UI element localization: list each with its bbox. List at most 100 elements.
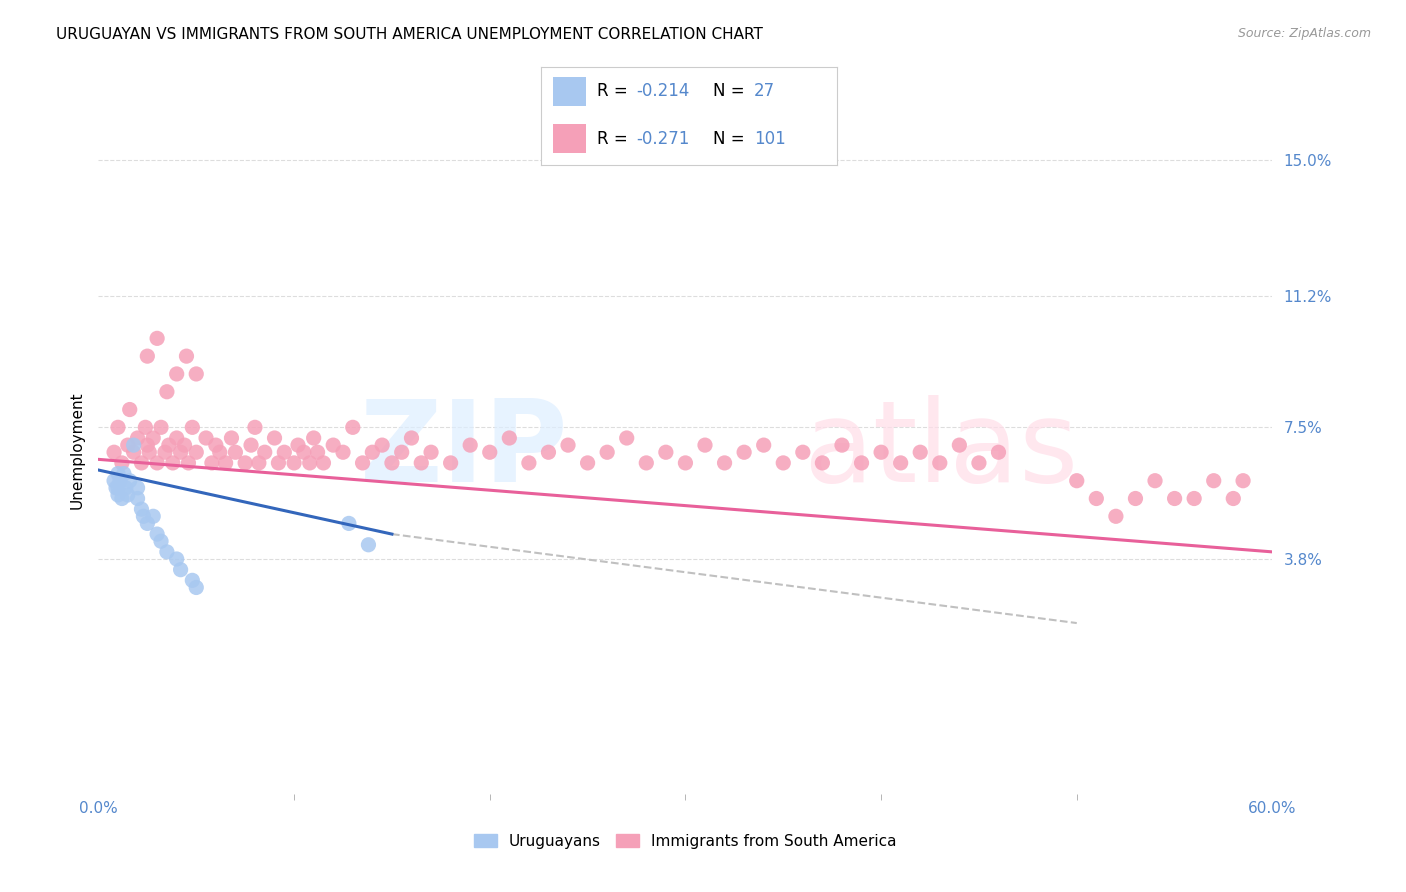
Point — [498, 431, 520, 445]
Point — [142, 431, 165, 445]
Point — [361, 445, 384, 459]
Legend: Uruguayans, Immigrants from South America: Uruguayans, Immigrants from South Americ… — [468, 828, 903, 855]
Point — [1066, 474, 1088, 488]
Point — [636, 456, 658, 470]
Point — [352, 456, 374, 470]
Point — [870, 445, 893, 459]
Point — [122, 438, 145, 452]
Point — [208, 445, 231, 459]
Point — [181, 574, 204, 588]
Point — [458, 438, 481, 452]
Point — [186, 581, 208, 595]
Y-axis label: Unemployment: Unemployment — [69, 392, 84, 509]
Point — [1182, 491, 1205, 506]
Point — [616, 431, 638, 445]
Point — [693, 438, 716, 452]
Point — [166, 552, 188, 566]
Point — [253, 445, 276, 459]
Point — [117, 438, 139, 452]
Point — [772, 456, 794, 470]
Point — [928, 456, 950, 470]
Point — [1232, 474, 1254, 488]
Point — [114, 481, 136, 495]
Point — [357, 538, 380, 552]
Point — [243, 420, 266, 434]
Point — [169, 445, 191, 459]
Point — [150, 420, 173, 434]
Point — [267, 456, 290, 470]
Point — [127, 481, 149, 495]
Point — [153, 445, 176, 459]
Point — [146, 456, 169, 470]
Text: atlas: atlas — [803, 395, 1078, 506]
Point — [967, 456, 990, 470]
Point — [517, 456, 540, 470]
Point — [439, 456, 461, 470]
Point — [910, 445, 932, 459]
Point — [177, 456, 200, 470]
Point — [186, 445, 208, 459]
Point — [283, 456, 305, 470]
Point — [107, 481, 129, 495]
Point — [166, 367, 188, 381]
Point — [1105, 509, 1128, 524]
Point — [733, 445, 755, 459]
Point — [233, 456, 256, 470]
Point — [298, 456, 321, 470]
Point — [111, 491, 134, 506]
Point — [107, 488, 129, 502]
Point — [302, 431, 325, 445]
Text: N =: N = — [713, 82, 749, 101]
Point — [337, 516, 360, 531]
Point — [111, 456, 134, 470]
Text: R =: R = — [598, 129, 634, 147]
Point — [118, 402, 141, 417]
Point — [576, 456, 599, 470]
Point — [322, 438, 344, 452]
Point — [162, 456, 184, 470]
Point — [1125, 491, 1147, 506]
Point — [166, 431, 188, 445]
Point — [186, 367, 208, 381]
Point — [247, 456, 270, 470]
Point — [195, 431, 218, 445]
Text: R =: R = — [598, 82, 634, 101]
Point — [831, 438, 853, 452]
Point — [713, 456, 735, 470]
Point — [420, 445, 443, 459]
Point — [221, 431, 243, 445]
Bar — [553, 124, 586, 153]
Point — [150, 534, 173, 549]
Point — [157, 438, 180, 452]
Point — [134, 420, 156, 434]
Point — [117, 488, 139, 502]
Point — [287, 438, 309, 452]
Point — [156, 384, 179, 399]
Bar — [553, 77, 586, 106]
Point — [1085, 491, 1108, 506]
Point — [181, 420, 204, 434]
Point — [136, 438, 159, 452]
Point — [156, 545, 179, 559]
Point — [107, 467, 129, 481]
Text: 27: 27 — [754, 82, 775, 101]
Point — [169, 563, 191, 577]
Point — [263, 431, 285, 445]
Point — [136, 516, 159, 531]
Point — [136, 349, 159, 363]
Point — [1222, 491, 1244, 506]
Text: -0.271: -0.271 — [636, 129, 689, 147]
Point — [108, 474, 131, 488]
Point — [411, 456, 433, 470]
Point — [675, 456, 697, 470]
Point — [987, 445, 1010, 459]
Point — [1144, 474, 1167, 488]
Point — [1163, 491, 1185, 506]
Point — [478, 445, 501, 459]
Point — [132, 509, 155, 524]
Point — [118, 474, 141, 488]
Point — [138, 445, 160, 459]
Point — [292, 445, 315, 459]
Point — [401, 431, 423, 445]
Text: ZIP: ZIP — [360, 395, 568, 506]
